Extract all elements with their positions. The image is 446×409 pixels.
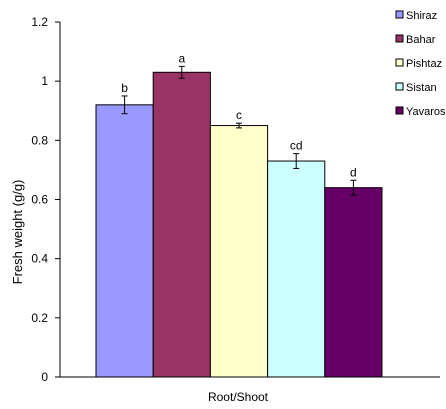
legend-swatch-shiraz	[395, 10, 404, 19]
bar-sistan	[267, 160, 326, 378]
legend-swatch-bahar	[395, 34, 404, 43]
legend-label-yavaros: Yavaros	[406, 106, 446, 118]
bar-yavaros	[324, 187, 383, 378]
legend-label-shiraz: Shiraz	[406, 10, 437, 22]
y-tick-label: 0.2	[31, 311, 48, 325]
y-tick-label: 0.4	[31, 252, 48, 266]
significance-letter: d	[350, 165, 357, 179]
y-tick-label: 0.8	[31, 133, 48, 147]
legend-label-sistan: Sistan	[406, 82, 437, 94]
legend-swatch-pishtaz	[395, 58, 404, 67]
x-axis-label: Root/Shoot	[208, 390, 269, 404]
y-tick-label: 0.6	[31, 193, 48, 207]
significance-letter: b	[121, 81, 128, 95]
significance-letter: a	[178, 51, 185, 65]
legend-label-bahar: Bahar	[406, 34, 436, 46]
legend-swatch-yavaros	[395, 106, 404, 115]
legend-swatch-sistan	[395, 82, 404, 91]
significance-letter: cd	[290, 139, 303, 153]
y-tick-label: 1	[41, 74, 48, 88]
y-axis-label: Fresh weight (g/g)	[10, 180, 25, 285]
bar-shiraz	[95, 104, 154, 378]
bar-pishtaz	[209, 125, 269, 378]
legend-label-pishtaz: Pishtaz	[406, 58, 442, 70]
y-tick-label: 1.2	[31, 15, 48, 29]
significance-letter: c	[236, 108, 242, 122]
legend: Shiraz Bahar Pishtaz Sistan Yavaros	[395, 10, 446, 118]
bar-bahar	[152, 71, 211, 378]
y-tick-label: 0	[41, 370, 48, 384]
bars: b a c cd d	[95, 51, 383, 378]
